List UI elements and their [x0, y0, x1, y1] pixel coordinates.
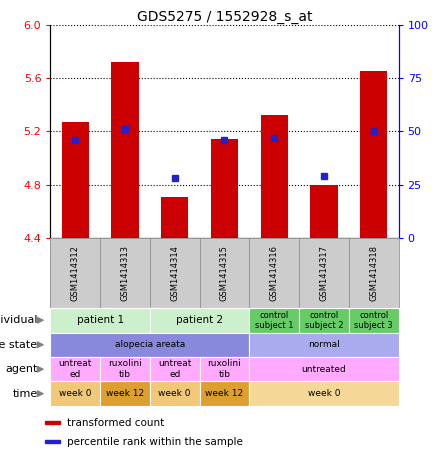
Bar	[62, 122, 89, 238]
Text: transformed count: transformed count	[67, 418, 164, 428]
Text: week 0: week 0	[308, 389, 340, 398]
Text: GSM1414316: GSM1414316	[270, 245, 279, 301]
Text: untreat
ed: untreat ed	[158, 360, 191, 379]
Text: week 0: week 0	[59, 389, 92, 398]
Text: GSM1414315: GSM1414315	[220, 245, 229, 301]
Text: patient 1: patient 1	[77, 315, 124, 325]
Text: percentile rank within the sample: percentile rank within the sample	[67, 437, 243, 447]
Text: alopecia areata: alopecia areata	[115, 340, 185, 349]
Text: disease state: disease state	[0, 340, 38, 350]
Bar	[261, 116, 288, 238]
Bar	[310, 185, 338, 238]
Text: ruxolini
tib: ruxolini tib	[208, 360, 241, 379]
Text: ruxolini
tib: ruxolini tib	[108, 360, 142, 379]
Text: week 12: week 12	[106, 389, 144, 398]
Bar	[111, 62, 139, 238]
Bar	[45, 421, 60, 424]
Text: normal: normal	[308, 340, 340, 349]
Bar	[45, 440, 60, 443]
Text: patient 2: patient 2	[176, 315, 223, 325]
Text: control
subject 3: control subject 3	[354, 311, 393, 330]
Text: control
subject 1: control subject 1	[255, 311, 293, 330]
Bar	[211, 140, 238, 238]
Text: GSM1414314: GSM1414314	[170, 245, 179, 301]
Text: week 12: week 12	[205, 389, 244, 398]
Text: GSM1414317: GSM1414317	[319, 245, 328, 301]
Bar	[161, 197, 188, 238]
Text: week 0: week 0	[159, 389, 191, 398]
Text: GSM1414318: GSM1414318	[369, 245, 378, 301]
Text: GSM1414313: GSM1414313	[120, 245, 130, 301]
Bar	[360, 72, 387, 238]
Text: control
subject 2: control subject 2	[305, 311, 343, 330]
Text: time: time	[12, 389, 38, 399]
Text: individual: individual	[0, 315, 38, 325]
Title: GDS5275 / 1552928_s_at: GDS5275 / 1552928_s_at	[137, 10, 312, 24]
Text: GSM1414312: GSM1414312	[71, 245, 80, 301]
Text: untreated: untreated	[302, 365, 346, 374]
Text: untreat
ed: untreat ed	[59, 360, 92, 379]
Text: agent: agent	[5, 364, 38, 374]
